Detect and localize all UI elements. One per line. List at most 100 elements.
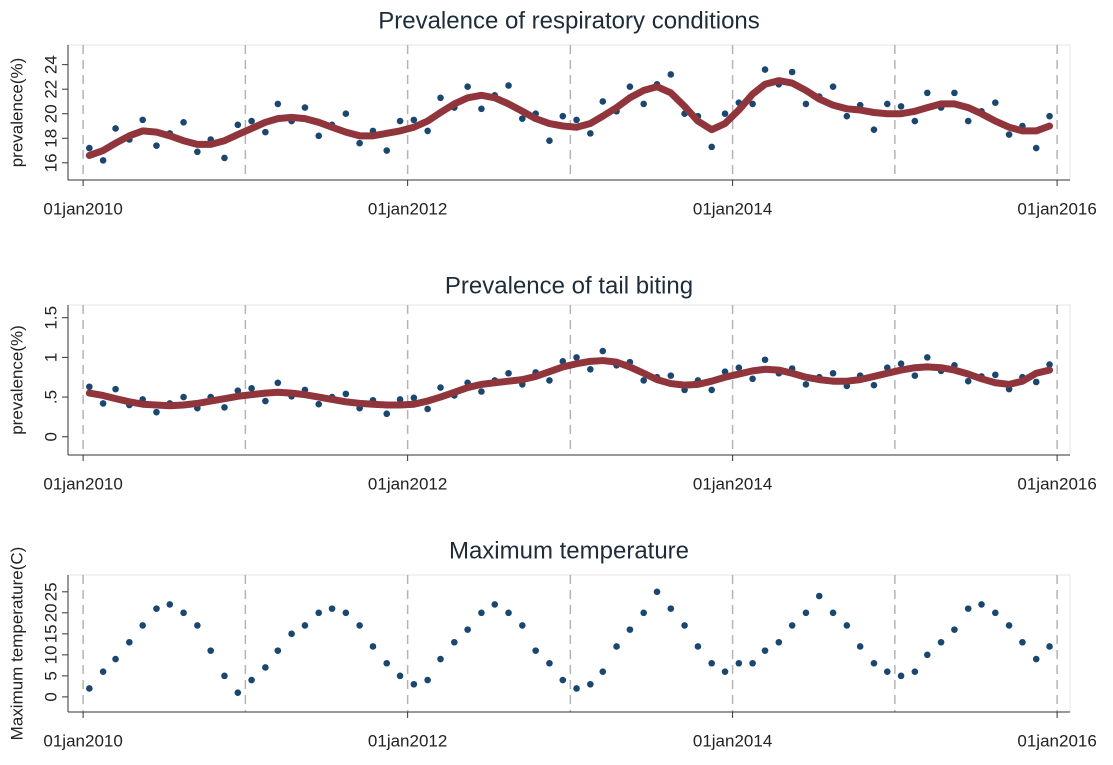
data-point [1032, 378, 1040, 386]
data-point [546, 137, 553, 145]
data-point [802, 100, 810, 108]
data-point [559, 676, 567, 684]
data-point [153, 408, 160, 416]
chart-title: Prevalence of respiratory conditions [378, 7, 760, 34]
y-tick-label: 0 [41, 432, 60, 441]
data-point [559, 112, 567, 120]
data-point [1032, 655, 1040, 663]
data-point [424, 405, 431, 413]
data-point [112, 655, 119, 663]
data-point [708, 386, 715, 394]
data-point [626, 83, 634, 91]
data-point [464, 626, 471, 633]
y-axis-title: prevalence(%) [7, 325, 26, 435]
data-point [964, 117, 972, 125]
data-point [708, 143, 715, 151]
data-point [749, 375, 756, 383]
data-point [721, 668, 729, 675]
data-point [99, 400, 107, 407]
data-point [788, 622, 796, 629]
data-point [126, 638, 133, 646]
data-point [775, 638, 783, 646]
data-point [248, 117, 255, 125]
data-point [478, 609, 485, 617]
data-point [599, 98, 607, 105]
data-point [478, 105, 485, 113]
plot-frame [67, 574, 1071, 713]
data-point [964, 377, 972, 385]
data-point [221, 154, 228, 162]
data-point [911, 668, 919, 675]
data-point [410, 680, 418, 688]
data-point [194, 622, 201, 629]
y-tick-label: 24 [41, 55, 60, 74]
data-point [99, 668, 107, 675]
y-tick-label: .5 [41, 390, 60, 404]
data-point [573, 685, 580, 692]
data-point [153, 605, 160, 612]
x-tick-label: 01jan2016 [1017, 731, 1096, 750]
data-point [274, 647, 282, 654]
data-point [396, 117, 404, 125]
data-point [356, 139, 363, 147]
data-point [99, 157, 107, 164]
data-point [139, 116, 146, 124]
data-point [437, 384, 444, 391]
data-point [356, 622, 363, 629]
data-point [221, 672, 228, 680]
data-point [924, 651, 931, 659]
data-point [1019, 638, 1026, 646]
data-point [315, 400, 323, 408]
data-point [640, 609, 647, 617]
data-point [897, 103, 905, 110]
smooth-line [85, 77, 1054, 159]
y-tick-label: 5 [41, 671, 60, 680]
data-point [342, 609, 350, 617]
smooth-line [85, 357, 1054, 410]
data-point [180, 609, 187, 617]
data-point [573, 116, 580, 124]
data-point [897, 672, 905, 680]
data-point [180, 393, 187, 401]
data-point [613, 643, 620, 650]
data-point [424, 127, 431, 135]
x-tick-label: 01jan2012 [368, 474, 447, 493]
y-tick-label: 20 [41, 603, 60, 622]
y-axis-title: prevalence(%) [7, 58, 26, 168]
data-point [870, 381, 878, 389]
x-tick-label: 01jan2012 [368, 199, 447, 218]
data-point [1005, 131, 1013, 138]
data-point [262, 397, 269, 405]
y-tick-label: 0 [41, 692, 60, 701]
data-point [86, 685, 93, 692]
data-point [328, 605, 336, 612]
y-axis-title: Maximum temperature(C) [7, 547, 26, 741]
data-point [424, 676, 431, 684]
x-tick-label: 01jan2014 [693, 474, 772, 493]
data-point [708, 659, 715, 667]
data-point [924, 354, 931, 361]
data-point [883, 100, 891, 108]
data-point [194, 148, 201, 156]
data-point [262, 128, 269, 136]
data-point [342, 110, 350, 118]
data-point [681, 622, 688, 629]
data-point [546, 659, 553, 667]
data-point [951, 89, 958, 97]
x-tick-label: 01jan2016 [1017, 474, 1096, 493]
data-point [735, 659, 743, 667]
y-tick-label: 18 [41, 129, 60, 148]
data-point [626, 626, 634, 633]
plot-frame [67, 304, 1071, 456]
data-point [653, 588, 661, 596]
data-point [694, 643, 702, 650]
data-point [274, 379, 282, 387]
data-point [788, 68, 796, 76]
data-point [505, 609, 512, 617]
data-point [761, 66, 769, 73]
data-point [396, 672, 404, 680]
data-point [802, 381, 810, 388]
data-point [951, 626, 958, 633]
data-point [532, 647, 539, 654]
